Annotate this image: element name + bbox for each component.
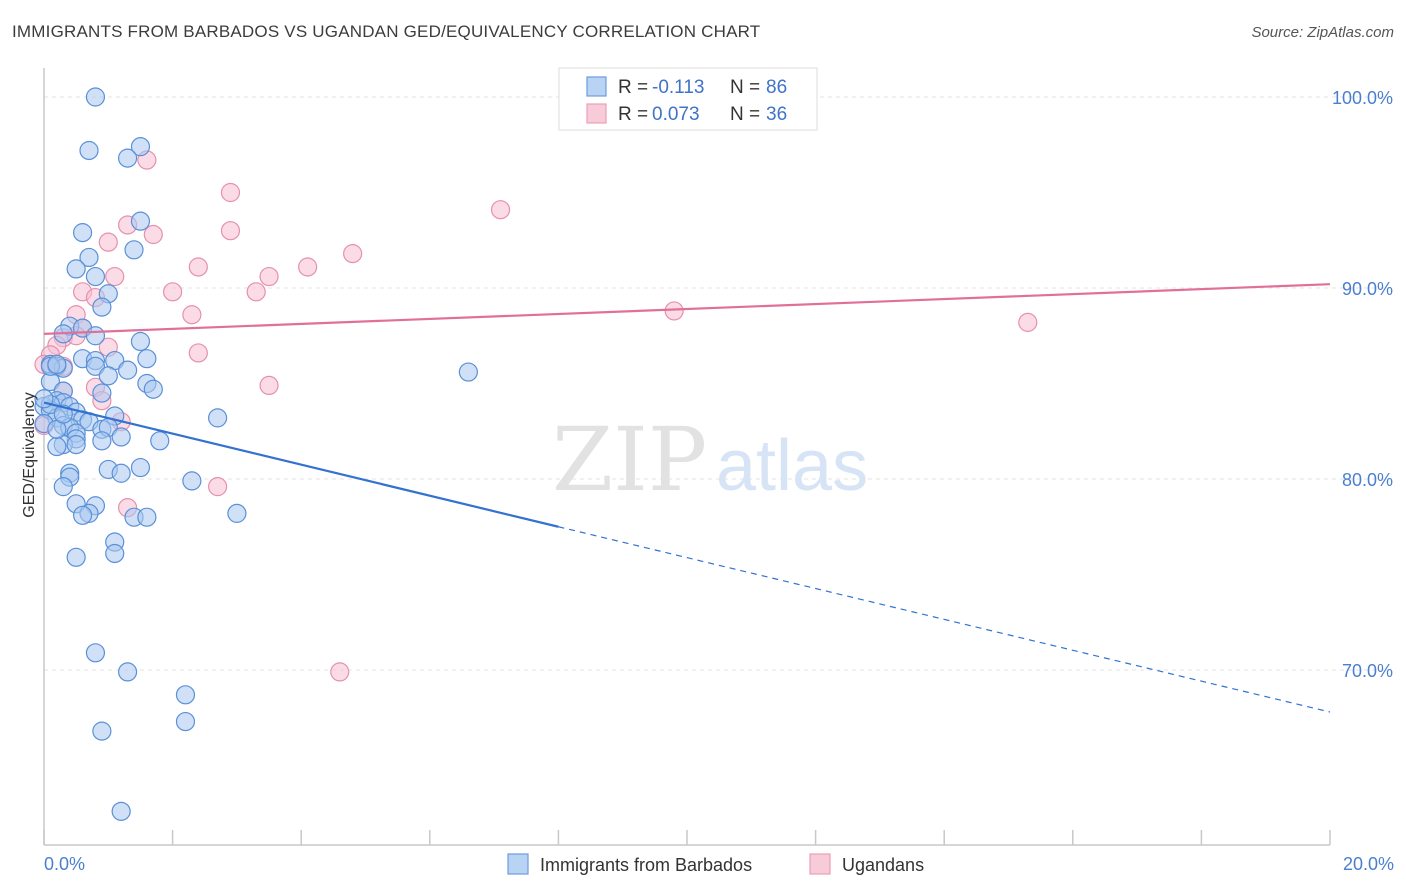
ugandans-point	[343, 244, 363, 264]
barbados-point	[92, 431, 112, 451]
barbados-point	[47, 354, 67, 374]
ugandans-point	[259, 375, 279, 396]
barbados-point	[92, 721, 112, 741]
barbados-point	[137, 507, 157, 527]
barbados-point	[53, 404, 73, 424]
watermark-zip: ZIP	[552, 408, 707, 511]
y-tick-label: 70.0%	[1342, 661, 1393, 681]
legend-box: R = -0.113 N = 86 R = 0.073 N = 36	[558, 67, 818, 131]
ugandans-point	[188, 257, 208, 277]
barbados-point	[227, 503, 247, 523]
barbados-point	[182, 471, 202, 491]
source-label: Source: ZipAtlas.com	[1251, 24, 1394, 41]
legend-r-label-ugandans: R =	[618, 104, 648, 125]
barbados-point	[130, 137, 151, 157]
ugandans-point	[664, 301, 684, 321]
series-ugandans	[34, 150, 1038, 682]
ugandans-point	[1018, 312, 1038, 332]
grid-lines	[44, 96, 1390, 671]
barbados-point	[92, 383, 112, 403]
barbados-point	[117, 662, 138, 682]
barbados-point	[85, 87, 106, 107]
legend-n-label-ugandans: N =	[730, 104, 760, 125]
barbados-point	[150, 431, 170, 451]
bottom-legend-label-barbados: Immigrants from Barbados	[540, 855, 752, 875]
barbados-point	[79, 140, 99, 161]
legend-r-label-barbados: R =	[618, 77, 648, 98]
barbados-point	[130, 457, 151, 478]
barbados-trend-line	[43, 401, 559, 528]
ugandans-point	[208, 477, 228, 497]
barbados-point	[66, 547, 86, 567]
ugandans-point	[143, 224, 163, 245]
barbados-point	[111, 463, 131, 483]
x-tick-label-max: 20.0%	[1343, 854, 1394, 874]
chart-title: IMMIGRANTS FROM BARBADOS VS UGANDAN GED/…	[12, 22, 761, 41]
x-tick-marks	[43, 830, 1331, 845]
legend-swatch-barbados	[586, 76, 607, 97]
legend-n-value-ugandans: 36	[766, 104, 787, 125]
legend-n-label-barbados: N =	[730, 77, 760, 98]
barbados-point	[117, 360, 138, 380]
y-tick-label: 100.0%	[1332, 88, 1393, 108]
bottom-legend-swatch-barbados	[507, 853, 529, 875]
y-axis-label: GED/Equivalency	[21, 392, 38, 517]
barbados-point	[85, 643, 106, 663]
ugandans-point	[246, 282, 266, 302]
barbados-point	[124, 240, 144, 260]
barbados-trend-extension	[558, 526, 1331, 713]
trend-lines	[43, 283, 1331, 713]
barbados-point	[105, 543, 125, 564]
barbados-point	[98, 366, 118, 386]
barbados-point	[175, 711, 196, 732]
barbados-point	[111, 801, 131, 821]
ugandans-point	[98, 232, 118, 252]
legend-n-value-barbados: 86	[766, 77, 787, 98]
ugandans-point	[188, 343, 208, 363]
barbados-point	[117, 148, 138, 168]
barbados-point	[92, 297, 112, 317]
y-tick-label: 90.0%	[1342, 279, 1393, 299]
ugandans-point	[259, 266, 279, 287]
barbados-point	[143, 379, 163, 399]
ugandans-trend-line	[43, 283, 1331, 335]
legend-r-value-barbados: -0.113	[652, 77, 704, 98]
ugandans-point	[105, 266, 125, 287]
barbados-point	[130, 211, 151, 231]
ugandans-point	[330, 662, 350, 682]
ugandans-point	[220, 221, 241, 241]
ugandans-point	[182, 305, 202, 325]
barbados-point	[66, 435, 86, 455]
ugandans-point	[490, 200, 511, 220]
bottom-legend: Immigrants from Barbados Ugandans	[507, 853, 924, 875]
ugandans-point	[220, 182, 241, 203]
barbados-point	[85, 326, 106, 346]
barbados-point	[111, 427, 131, 447]
barbados-point	[458, 362, 478, 382]
watermark: ZIP atlas	[552, 408, 868, 511]
barbados-point	[137, 349, 157, 369]
barbados-point	[66, 259, 86, 279]
barbados-point	[72, 223, 93, 243]
y-tick-labels: 70.0% 80.0% 90.0% 100.0%	[1332, 88, 1393, 681]
bottom-legend-swatch-ugandans	[809, 853, 831, 875]
barbados-point	[47, 436, 67, 457]
barbados-point	[79, 247, 99, 268]
watermark-atlas: atlas	[716, 426, 868, 506]
ugandans-point	[298, 257, 318, 277]
barbados-point	[130, 331, 151, 352]
barbados-point	[175, 685, 196, 705]
barbados-point	[85, 356, 106, 376]
ugandans-point	[163, 282, 183, 302]
legend-swatch-ugandans	[586, 103, 607, 124]
legend-r-value-ugandans: 0.073	[652, 104, 700, 125]
y-tick-label: 80.0%	[1342, 470, 1393, 490]
barbados-point	[85, 266, 106, 287]
barbados-point	[208, 408, 228, 428]
barbados-point	[72, 505, 93, 525]
bottom-legend-label-ugandans: Ugandans	[842, 855, 924, 875]
barbados-point	[53, 477, 73, 497]
x-tick-label-min: 0.0%	[44, 854, 85, 874]
